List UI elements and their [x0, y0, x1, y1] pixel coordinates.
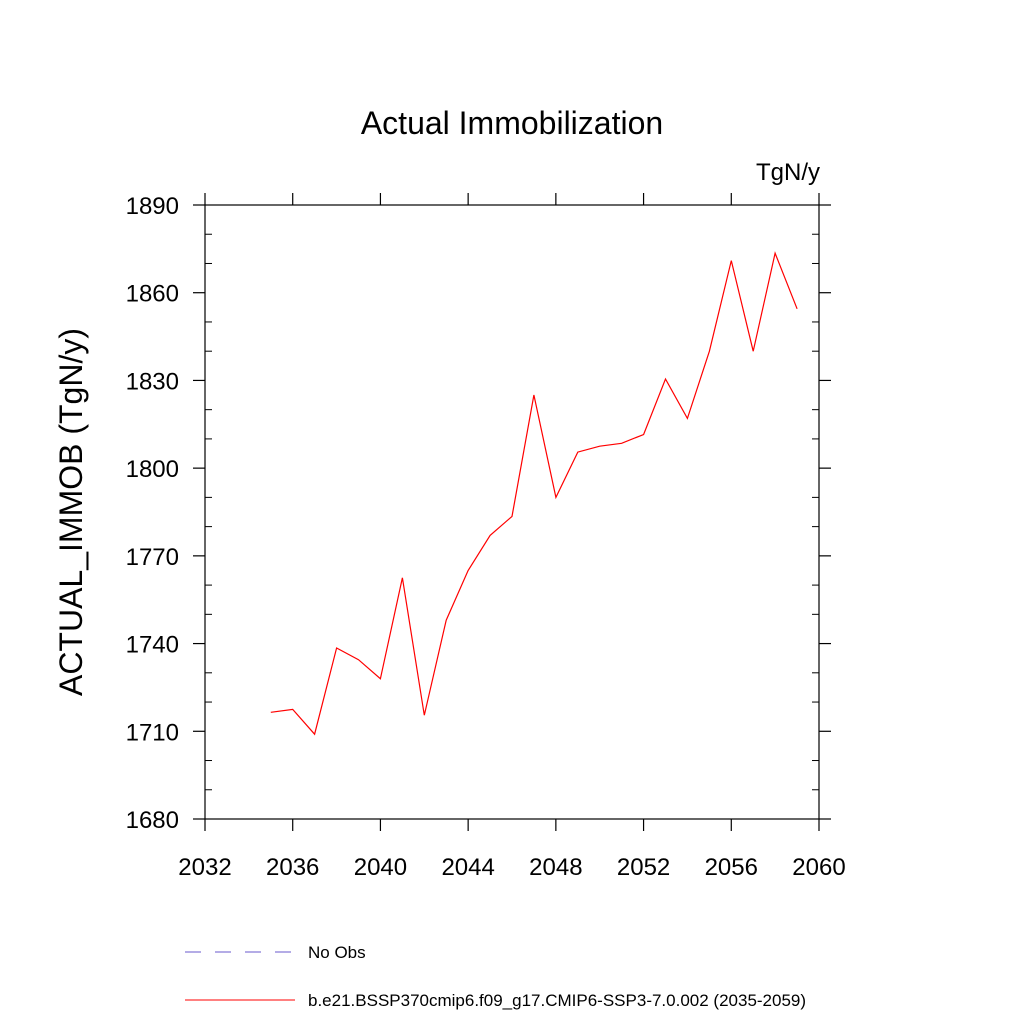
axis-ticks: 2032 2036 2040 2044 2048 2052 2056 2060 1680 1710…	[126, 193, 846, 881]
series-line-0	[270, 251, 798, 736]
series-layer	[270, 251, 798, 736]
chart-title: Actual Immobilization	[361, 105, 663, 141]
y-tick-label: 1740	[126, 632, 179, 659]
y-tick-label: 1770	[126, 544, 179, 571]
legend-label-1: b.e21.BSSP370cmip6.f09_g17.CMIP6-SSP3-7.…	[308, 991, 806, 1010]
x-tick-label: 2060	[792, 854, 845, 881]
x-tick-label: 2048	[529, 854, 582, 881]
legend: No Obs b.e21.BSSP370cmip6.f09_g17.CMIP6-S…	[185, 943, 806, 1010]
y-tick-label: 1890	[126, 193, 179, 220]
y-tick-label: 1800	[126, 456, 179, 483]
x-tick-label: 2056	[705, 854, 758, 881]
y-tick-label: 1830	[126, 368, 179, 395]
x-tick-label: 2032	[178, 854, 231, 881]
x-tick-label: 2044	[441, 854, 494, 881]
y-tick-label: 1680	[126, 807, 179, 834]
x-tick-label: 2052	[617, 854, 670, 881]
legend-label-0: No Obs	[308, 943, 366, 962]
y-tick-label: 1710	[126, 719, 179, 746]
x-tick-label: 2036	[266, 854, 319, 881]
x-tick-label: 2040	[354, 854, 407, 881]
y-axis-label: ACTUAL_IMMOB (TgN/y)	[53, 328, 89, 696]
y-tick-label: 1860	[126, 281, 179, 308]
units-label: TgN/y	[756, 159, 820, 186]
plot-frame	[204, 204, 820, 820]
